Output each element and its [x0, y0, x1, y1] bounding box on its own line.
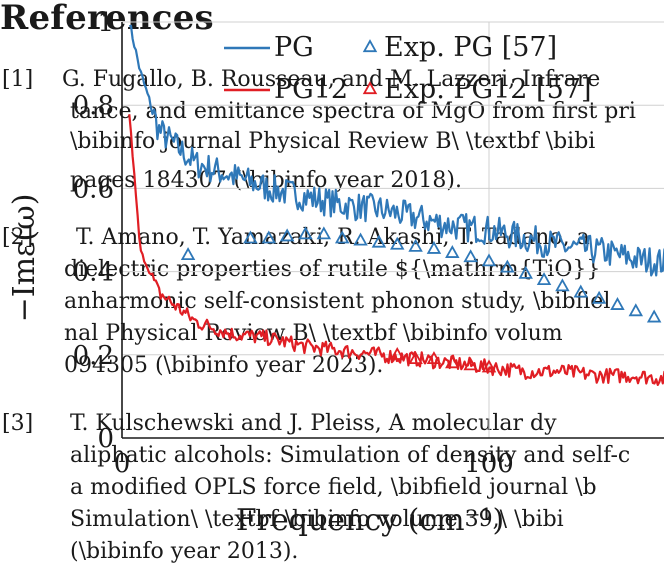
- y-tick-label-5: 1: [97, 8, 114, 38]
- series-1-marker-2: [261, 230, 277, 244]
- series-1-marker-18: [555, 278, 570, 292]
- series-1-marker-19: [573, 284, 588, 298]
- reference-3-line-1: T. Kulschewski and J. Pleiss, A molecula…: [70, 411, 557, 436]
- series-1-marker-17: [536, 272, 552, 286]
- reference-2-line-4: nal Physical Review B\ \textbf \bibinfo …: [64, 321, 563, 346]
- series-1-marker-23: [646, 309, 662, 323]
- series-3-marker-2: [426, 351, 442, 365]
- reference-number-3: [3]: [2, 411, 34, 436]
- reference-number-2: [2]: [2, 225, 34, 250]
- x-axis-title: Frequency (cm⁻¹): [236, 503, 504, 538]
- series-1-marker-1: [243, 230, 258, 244]
- series-1-marker-6: [334, 230, 350, 244]
- series-3-marker-4: [463, 357, 478, 371]
- legend-label-1: Exp. PG [57]: [384, 32, 557, 63]
- series-1-marker-16: [518, 265, 533, 279]
- series-line-0: [128, 24, 664, 277]
- reference-number-1: [1]: [2, 67, 34, 92]
- reference-1-line-2: tance, and emittance spectra of MgO from…: [70, 99, 636, 124]
- series-1-marker-8: [371, 234, 387, 248]
- series-3-marker-5: [481, 359, 497, 373]
- x-tick-label-0: 0: [114, 449, 131, 479]
- legend-label-2: PG12: [274, 74, 348, 105]
- chart-series: [128, 24, 664, 386]
- reference-2-line-5: 094305 (\bibinfo year 2023).: [64, 353, 384, 378]
- series-1-marker-10: [408, 238, 423, 252]
- series-1-marker-7: [353, 232, 368, 246]
- series-3-marker-0: [390, 346, 405, 360]
- series-1-marker-14: [481, 253, 497, 267]
- series-1-marker-9: [390, 236, 405, 250]
- legend-swatch-1: [362, 39, 378, 53]
- series-1-marker-12: [445, 245, 460, 258]
- y-tick-label-3: 0.6: [73, 174, 114, 204]
- chart-axes: [121, 22, 664, 439]
- reference-3-line-2: aliphatic alcohols: Simulation of densit…: [70, 443, 631, 468]
- series-3-marker-1: [408, 351, 423, 365]
- legend-label-0: PG: [274, 32, 314, 63]
- series-1-marker-20: [591, 290, 607, 304]
- legend-label-3: Exp. PG12 [57]: [384, 74, 591, 105]
- chart-tick-labels: 010020000.20.40.60.81: [73, 8, 514, 479]
- chart-legend: PG Exp. PG [57] PG12 Exp. PG12 [57]: [224, 32, 591, 105]
- series-1-marker-0: [180, 247, 196, 261]
- series-1-marker-15: [500, 259, 515, 273]
- legend-swatch-3: [362, 81, 378, 95]
- series-1-marker-4: [298, 226, 313, 240]
- series-3-marker-3: [445, 355, 460, 369]
- references-heading: References: [0, 0, 214, 38]
- series-1-marker-11: [426, 240, 442, 254]
- series-1-marker-21: [610, 297, 625, 310]
- y-axis-title: −Imε(ω): [7, 194, 42, 323]
- series-1-marker-5: [316, 226, 332, 240]
- reference-2-line-3: anharmonic self-consistent phonon study,…: [64, 289, 611, 314]
- series-1-marker-13: [463, 249, 478, 263]
- series-1-marker-3: [279, 228, 295, 242]
- series-line-2: [128, 114, 664, 386]
- y-tick-label-4: 0.8: [73, 91, 114, 121]
- series-1-marker-22: [628, 303, 644, 317]
- y-tick-label-2: 0.4: [73, 258, 114, 288]
- y-tick-label-0: 0: [97, 424, 114, 454]
- y-tick-label-1: 0.2: [73, 341, 114, 371]
- reference-3-line-4: Simulation\ \textbf \bibinfo volume 39,\…: [70, 507, 564, 532]
- reference-1-line-1: G. Fugallo, B. Rousseau, and M. Lazzeri,…: [62, 67, 601, 92]
- references-section: References [1] G. Fugallo, B. Rousseau, …: [0, 0, 636, 564]
- reference-3-line-3: a modified OPLS force field, \bibfield j…: [70, 475, 597, 500]
- x-tick-label-1: 100: [464, 449, 514, 479]
